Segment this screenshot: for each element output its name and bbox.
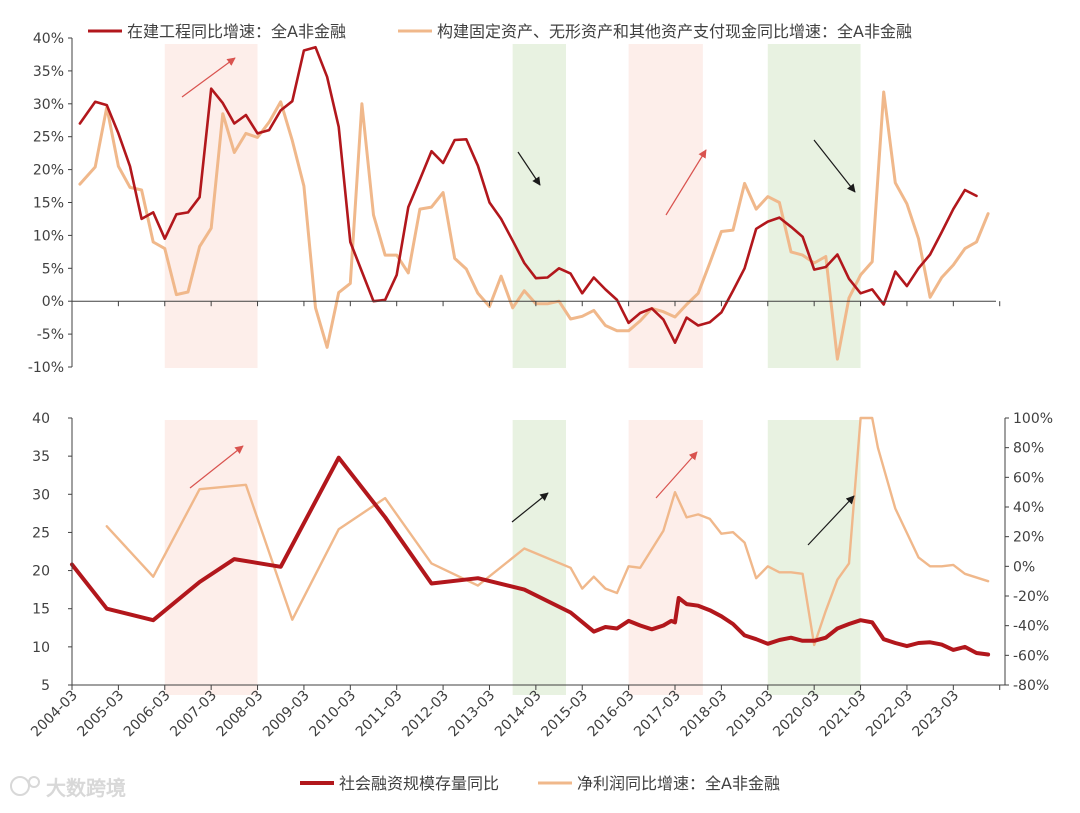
x-tick-label: 2023-03 <box>909 688 962 741</box>
bottom-right-y-tick-label: -80% <box>1013 678 1049 694</box>
x-tick-label: 2012-03 <box>399 688 452 741</box>
arrow-up-top-1 <box>181 57 236 98</box>
top-y-tick-label: 0% <box>42 294 64 310</box>
top-y-tick-label: 30% <box>33 97 64 113</box>
x-tick-label: 2020-03 <box>770 688 823 741</box>
legend-label-social-financing: 社会融资规模存量同比 <box>339 774 499 793</box>
arrow-up-bottom-1 <box>189 445 244 489</box>
band-bottom-1 <box>512 420 567 695</box>
bottom-series-group <box>70 416 991 657</box>
legend-label-net-profit: 净利润同比增速：全A非金融 <box>577 774 780 793</box>
axes <box>68 37 1009 690</box>
top-y-tick-label: 25% <box>33 130 64 146</box>
shaded-bands <box>164 44 861 695</box>
bottom-left-y-tick-label: 30 <box>32 487 50 503</box>
band-top-1 <box>512 44 567 368</box>
arrow-up-bottom-4 <box>807 495 855 546</box>
arrow-down-top-2 <box>517 151 541 186</box>
bottom-right-y-tick-label: 0% <box>1013 559 1035 575</box>
bottom-right-y-tick-label: -40% <box>1013 619 1049 635</box>
x-tick-label: 2014-03 <box>492 688 545 741</box>
band-bottom-2 <box>628 420 703 695</box>
x-tick-label: 2009-03 <box>260 688 313 741</box>
series-net-profit-growth-line <box>105 416 990 647</box>
x-tick-label: 2005-03 <box>75 688 128 741</box>
x-tick-label: 2015-03 <box>538 688 591 741</box>
bottom-right-y-tick-label: -60% <box>1013 648 1049 664</box>
x-tick-label: 2021-03 <box>817 688 870 741</box>
arrow-up-bottom-2 <box>511 492 549 523</box>
bottom-right-y-tick-label: 100% <box>1013 411 1053 427</box>
top-y-tick-label: -10% <box>28 360 64 376</box>
top-y-tick-label: 5% <box>42 261 64 277</box>
x-tick-label: 2011-03 <box>353 688 406 741</box>
arrow-up-bottom-3 <box>655 451 698 499</box>
x-tick-label: 2018-03 <box>678 688 731 741</box>
bottom-left-y-tick-label: 10 <box>32 640 50 656</box>
x-tick-label: 2008-03 <box>214 688 267 741</box>
top-y-tick-label: 10% <box>33 228 64 244</box>
bottom-right-y-tick-label: 20% <box>1013 530 1044 546</box>
top-y-tick-label: 35% <box>33 64 64 80</box>
bottom-left-y-tick-label: 5 <box>41 678 50 694</box>
top-y-tick-label: 20% <box>33 163 64 179</box>
trend-arrows <box>181 57 856 546</box>
series-construction-growth-line <box>78 45 978 345</box>
band-bottom-3 <box>767 420 861 695</box>
bottom-right-y-tick-label: -20% <box>1013 589 1049 605</box>
legend-label-capex: 构建固定资产、无形资产和其他资产支付现金同比增速：全A非金融 <box>437 22 912 41</box>
bottom-left-y-tick-label: 40 <box>32 411 50 427</box>
top-legend: 在建工程同比增速：全A非金融 构建固定资产、无形资产和其他资产支付现金同比增速：… <box>88 22 912 41</box>
bottom-right-y-tick-label: 40% <box>1013 500 1044 516</box>
bottom-right-y-tick-label: 80% <box>1013 441 1044 457</box>
watermark-logo-icon <box>10 776 30 796</box>
top-y-tick-label: 15% <box>33 196 64 212</box>
x-tick-label: 2017-03 <box>631 688 684 741</box>
bottom-left-y-tick-label: 35 <box>32 449 50 465</box>
band-bottom-0 <box>164 420 258 695</box>
watermark-text: 大数跨境 <box>46 776 126 800</box>
bottom-legend: 社会融资规模存量同比 净利润同比增速：全A非金融 <box>300 774 780 793</box>
x-tick-label: 2022-03 <box>863 688 916 741</box>
x-tick-label: 2004-03 <box>28 688 81 741</box>
arrow-up-top-3 <box>665 149 707 216</box>
top-y-tick-label: -5% <box>37 327 64 343</box>
bottom-left-y-tick-label: 15 <box>32 602 50 618</box>
x-tick-label: 2006-03 <box>121 688 174 741</box>
watermark: 大数跨境 <box>10 776 126 800</box>
arrow-down-top-4 <box>813 139 856 193</box>
top-y-tick-label: 40% <box>33 31 64 47</box>
bottom-left-y-tick-label: 20 <box>32 564 50 580</box>
x-tick-label: 2019-03 <box>724 688 777 741</box>
legend-label-construction: 在建工程同比增速：全A非金融 <box>127 22 346 41</box>
series-social-financing-line <box>70 455 991 657</box>
watermark-logo-dot-icon <box>28 776 40 788</box>
x-tick-label: 2007-03 <box>167 688 220 741</box>
x-tick-label: 2010-03 <box>306 688 359 741</box>
x-tick-label: 2013-03 <box>446 688 499 741</box>
bottom-right-y-tick-label: 60% <box>1013 470 1044 486</box>
x-tick-label: 2016-03 <box>585 688 638 741</box>
bottom-left-y-tick-label: 25 <box>32 525 50 541</box>
